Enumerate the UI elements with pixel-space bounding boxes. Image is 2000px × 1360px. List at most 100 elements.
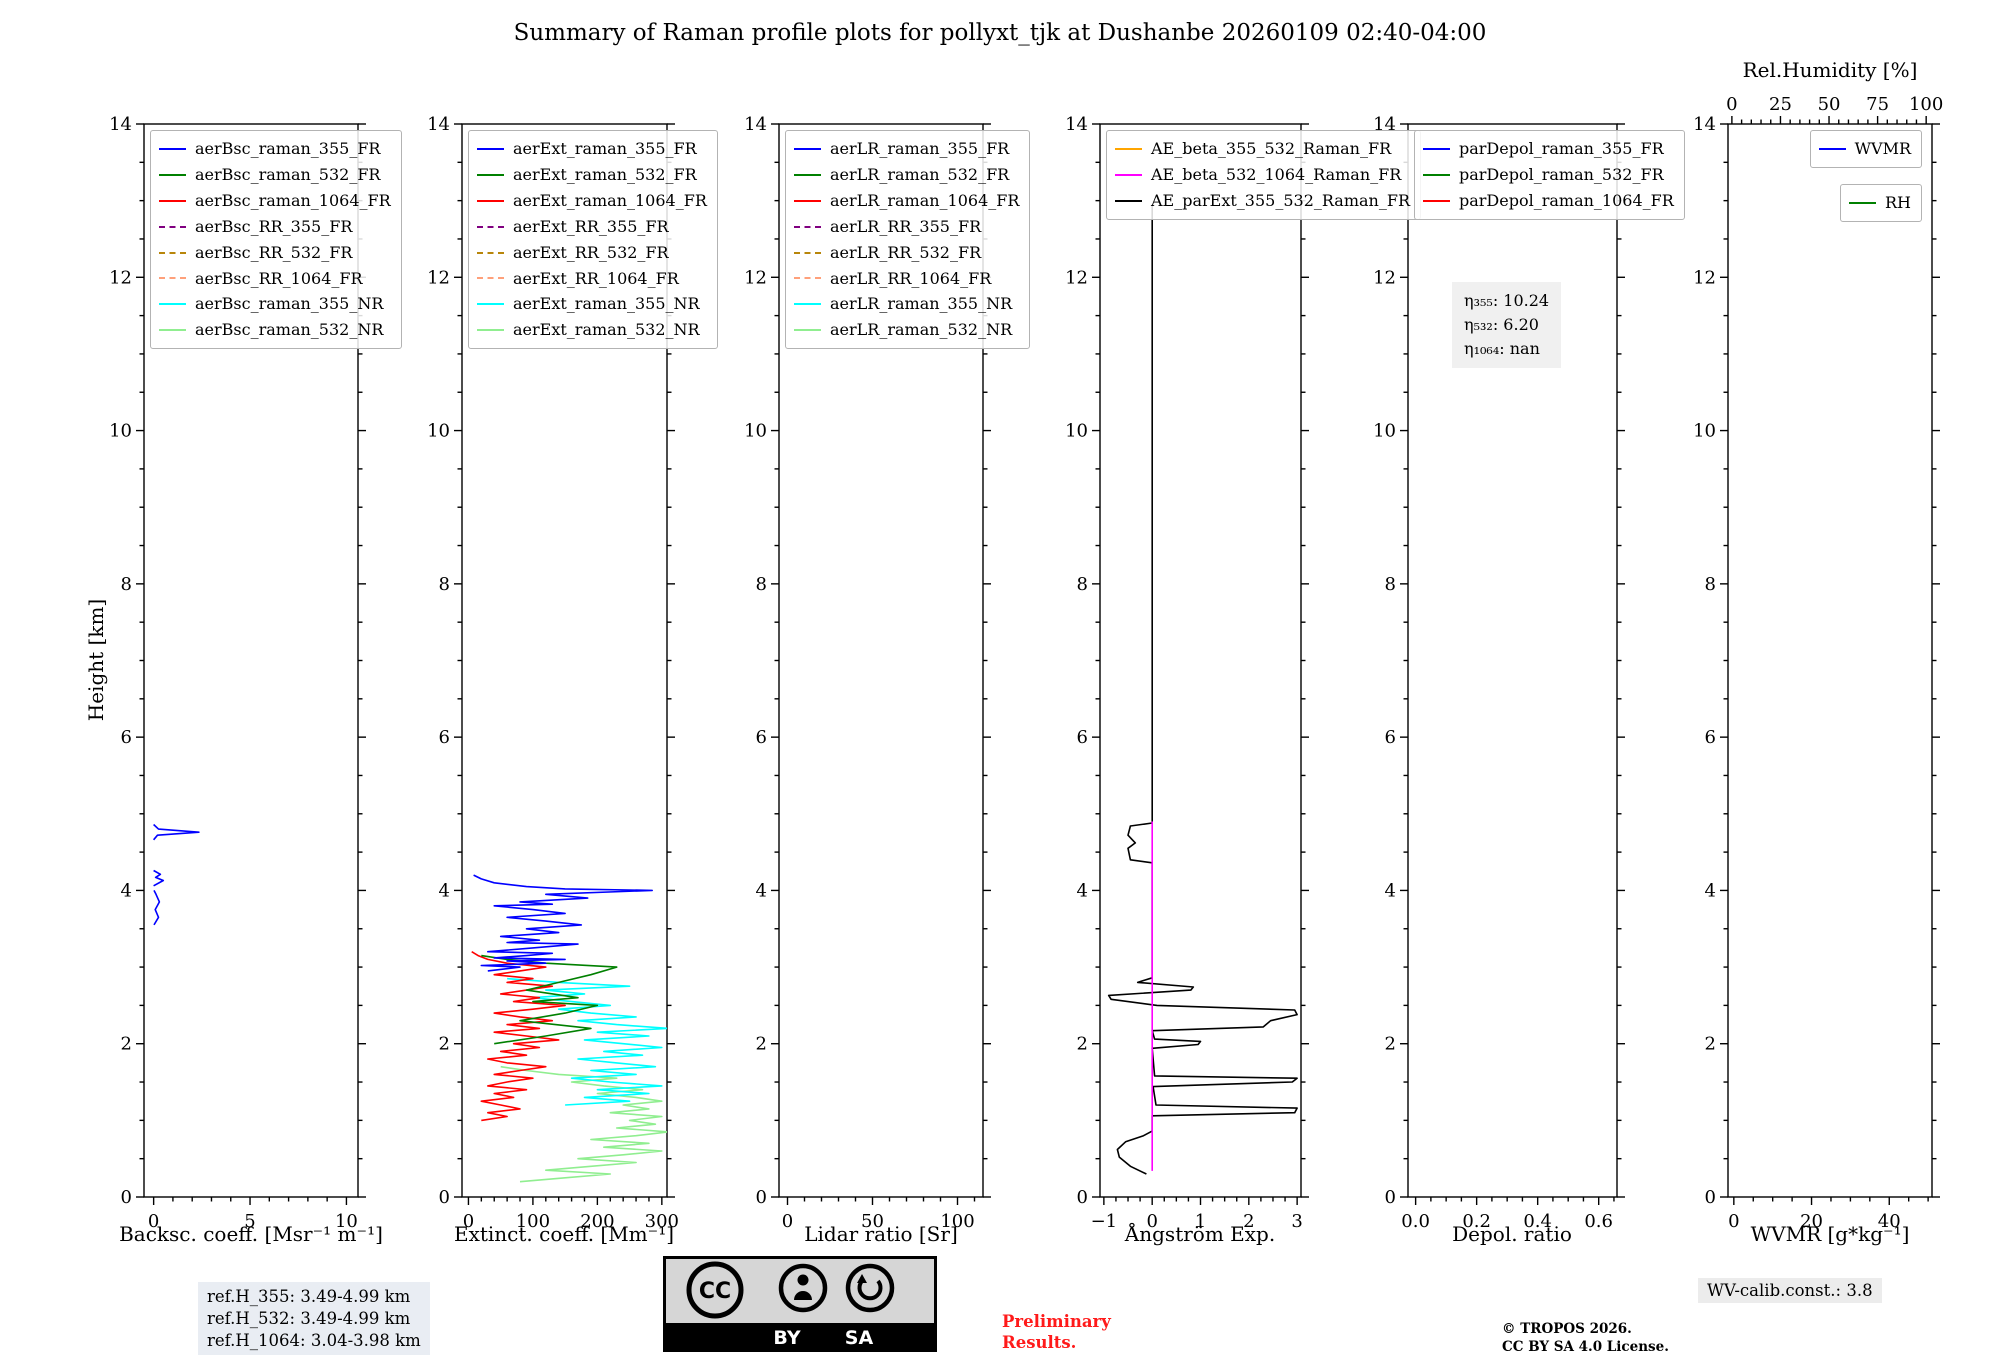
legend-line-swatch <box>1423 199 1450 202</box>
svg-text:14: 14 <box>109 114 132 135</box>
share-alike-arrowhead <box>857 1274 867 1283</box>
cc-badge-by-text: BY <box>773 1327 800 1349</box>
svg-text:12: 12 <box>1373 267 1396 288</box>
x-axis-label-backscatter: Backsc. coeff. [Msr⁻¹ m⁻¹] <box>119 1222 383 1246</box>
svg-text:14: 14 <box>744 114 767 135</box>
svg-text:0: 0 <box>1146 1211 1157 1232</box>
svg-text:3: 3 <box>1291 1211 1302 1232</box>
legend-label: aerLR_raman_532_NR <box>830 320 1013 340</box>
legend-line-swatch <box>1115 199 1142 202</box>
legend-label: aerBsc_raman_355_NR <box>195 294 384 314</box>
legend-label: parDepol_raman_532_FR <box>1459 164 1664 184</box>
legend: WVMR <box>1809 130 1922 168</box>
legend-line-swatch <box>794 303 821 306</box>
panel-1-plot: 0 2 4 6 8 10 12 14 0 5 10 <box>109 114 366 1232</box>
copyright-note: © TROPOS 2026. CC BY SA 4.0 License. <box>1502 1320 1669 1356</box>
svg-text:10: 10 <box>335 1211 358 1232</box>
svg-text:2: 2 <box>121 1034 132 1055</box>
legend-label: aerExt_RR_532_FR <box>513 242 669 262</box>
legend: aerBsc_raman_355_FR aerBsc_raman_532_FR ae… <box>150 130 402 350</box>
legend-label: aerLR_RR_532_FR <box>830 242 982 262</box>
legend-line-swatch <box>159 225 186 228</box>
legend-label: aerLR_RR_355_FR <box>830 216 982 236</box>
legend-item: aerBsc_raman_355_NR <box>159 291 391 317</box>
legend-line-swatch <box>1115 147 1142 150</box>
legend-line-swatch <box>477 199 504 202</box>
legend-item: parDepol_raman_355_FR <box>1423 136 1674 162</box>
legend-label: WVMR <box>1854 139 1911 158</box>
svg-text:300: 300 <box>645 1211 679 1232</box>
legend-line-swatch <box>794 147 821 150</box>
svg-text:12: 12 <box>1065 267 1088 288</box>
svg-text:100: 100 <box>940 1211 974 1232</box>
legend-label: aerBsc_raman_1064_FR <box>195 190 391 210</box>
legend-item: aerLR_raman_355_FR <box>794 136 1019 162</box>
preliminary-line-1: Preliminary <box>1002 1312 1111 1331</box>
legend-line-swatch <box>477 329 504 332</box>
legend-item: aerLR_raman_532_FR <box>794 162 1019 188</box>
legend-label: aerLR_raman_355_NR <box>830 294 1013 314</box>
legend-label: AE_beta_532_1064_Raman_FR <box>1151 164 1402 184</box>
panel-2-series <box>471 874 667 1183</box>
panel-6-plot: 0 2 4 6 8 10 12 14 0 20 40 0 25 50 75 100 <box>1693 94 1943 1232</box>
legend-label: aerBsc_RR_1064_FR <box>195 268 363 288</box>
legend-label: aerExt_raman_355_FR <box>513 139 697 158</box>
svg-text:10: 10 <box>109 421 132 442</box>
share-alike-arrow <box>857 1279 883 1301</box>
legend-line-swatch <box>477 277 504 280</box>
legend-label: aerLR_raman_355_FR <box>830 139 1010 158</box>
legend-item: aerBsc_RR_532_FR <box>159 240 391 266</box>
legend-item: aerBsc_raman_532_NR <box>159 317 391 343</box>
svg-text:6: 6 <box>439 727 450 748</box>
svg-text:2: 2 <box>1077 1034 1088 1055</box>
svg-text:10: 10 <box>744 421 767 442</box>
legend-label: aerBsc_RR_532_FR <box>195 242 353 262</box>
legend-label: parDepol_raman_355_FR <box>1459 139 1664 158</box>
svg-text:0: 0 <box>148 1211 159 1232</box>
svg-text:50: 50 <box>1818 94 1841 115</box>
copyright-line-1: © TROPOS 2026. <box>1502 1321 1632 1337</box>
ref-height-1064: ref.H_1064: 3.04-3.98 km <box>207 1330 421 1350</box>
svg-text:4: 4 <box>439 880 450 901</box>
x-axis-label-wvmr: WVMR [g*kg⁻¹] <box>1750 1222 1910 1246</box>
svg-text:6: 6 <box>1077 727 1088 748</box>
legend-label: aerBsc_raman_532_FR <box>195 164 381 184</box>
y-axis-label: Height [km] <box>84 598 108 722</box>
svg-text:2: 2 <box>1243 1211 1254 1232</box>
preliminary-line-2: Results. <box>1002 1332 1077 1352</box>
legend-item: aerLR_RR_532_FR <box>794 240 1019 266</box>
ref-height-355: ref.H_355: 3.49-4.99 km <box>207 1287 411 1306</box>
aerExt_raman_532_NR <box>500 1065 667 1183</box>
legend-item: WVMR <box>1818 136 1911 162</box>
legend-line-swatch <box>1423 173 1450 176</box>
svg-text:0: 0 <box>1077 1187 1088 1208</box>
svg-text:0: 0 <box>1728 1211 1739 1232</box>
legend-line-swatch <box>159 199 186 202</box>
legend-line-swatch <box>477 251 504 254</box>
cc-badge-graphic: CC BY SA <box>663 1256 937 1352</box>
legend-line-swatch <box>159 251 186 254</box>
legend-item: AE_parExt_355_532_Raman_FR <box>1115 188 1410 214</box>
svg-text:8: 8 <box>439 574 450 595</box>
legend-line-swatch <box>159 173 186 176</box>
legend-item: AE_beta_355_532_Raman_FR <box>1115 136 1410 162</box>
legend-line-swatch <box>159 329 186 332</box>
svg-text:0: 0 <box>1385 1187 1396 1208</box>
legend-item: aerLR_RR_1064_FR <box>794 266 1019 292</box>
legend-item: aerExt_RR_532_FR <box>477 240 707 266</box>
legend-line-swatch <box>1423 147 1450 150</box>
AE_parExt_355_532_Raman_FR <box>1107 204 1298 1175</box>
legend-line-swatch <box>794 225 821 228</box>
legend: RH <box>1840 184 1922 222</box>
legend-item: AE_beta_532_1064_Raman_FR <box>1115 162 1410 188</box>
attribution-icon <box>778 1263 828 1313</box>
legend: parDepol_raman_355_FR parDepol_raman_532_… <box>1414 130 1685 220</box>
aerExt_raman_532_FR <box>481 954 618 1045</box>
legend: aerLR_raman_355_FR aerLR_raman_532_FR aerL… <box>785 130 1031 350</box>
legend-line-swatch <box>1849 201 1876 204</box>
legend-item: aerBsc_raman_1064_FR <box>159 188 391 214</box>
aerExt_raman_355_FR <box>473 874 654 972</box>
share-alike-icon <box>845 1263 895 1313</box>
legend-item: aerExt_raman_355_NR <box>477 291 707 317</box>
